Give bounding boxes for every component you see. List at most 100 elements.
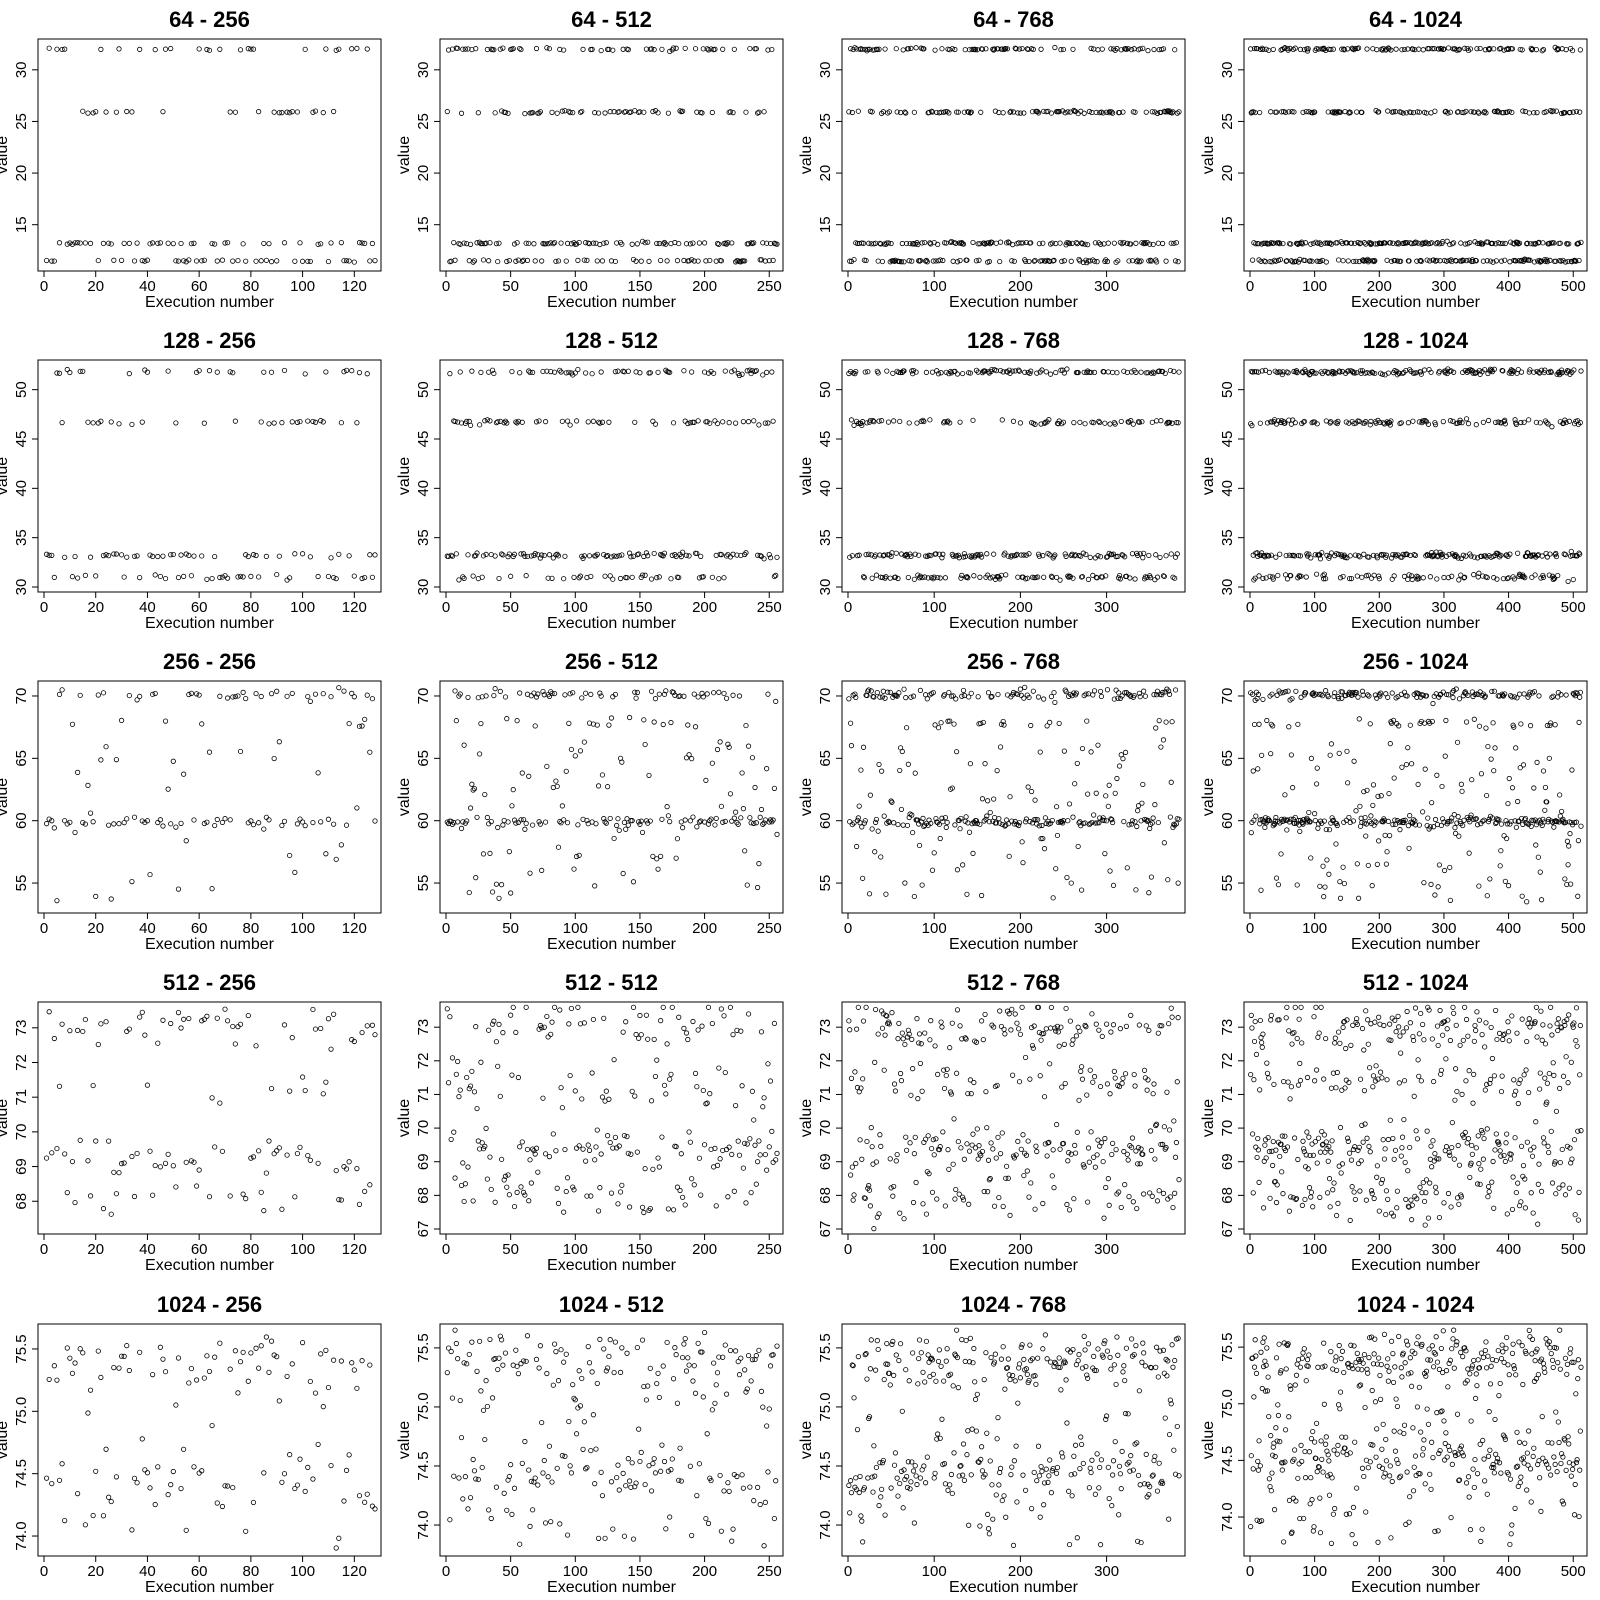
data-point [683, 552, 690, 558]
data-point [1516, 691, 1523, 697]
data-point [718, 258, 725, 264]
data-point [1518, 721, 1524, 727]
data-point [1131, 1071, 1137, 1078]
data-point [1297, 828, 1303, 835]
data-point [1270, 823, 1276, 829]
data-point [765, 420, 771, 426]
data-point [1172, 575, 1178, 581]
data-point [1050, 895, 1056, 901]
data-point [579, 108, 585, 115]
x-tick-label: 400 [1496, 599, 1521, 616]
data-point [482, 418, 488, 424]
y-tick-label: 30 [415, 61, 432, 78]
data-point [72, 829, 78, 836]
data-point [336, 1197, 342, 1203]
data-point [137, 46, 143, 52]
data-point [191, 240, 197, 246]
data-point [310, 418, 316, 425]
data-point [985, 798, 991, 804]
data-point [274, 571, 280, 578]
data-point [915, 572, 921, 578]
data-point [1173, 240, 1180, 246]
data-point [554, 551, 560, 557]
data-point [294, 109, 301, 115]
data-point [1083, 551, 1089, 558]
data-point [1172, 687, 1179, 693]
data-point [457, 691, 463, 697]
data-point [1515, 798, 1521, 805]
data-point [1248, 830, 1254, 836]
data-point [284, 109, 290, 115]
data-point [909, 812, 915, 818]
x-tick-label: 400 [1496, 920, 1521, 937]
x-tick-label: 80 [243, 1241, 260, 1258]
data-point [721, 690, 727, 697]
y-tick-label: 45 [817, 431, 834, 448]
data-point [928, 1018, 934, 1024]
data-point [723, 241, 730, 247]
data-point [661, 1082, 668, 1088]
data-point [448, 818, 454, 824]
data-point [256, 1148, 262, 1154]
data-point [1037, 749, 1043, 755]
data-point [1323, 259, 1329, 265]
data-point [1449, 241, 1455, 247]
data-point [1418, 371, 1424, 377]
data-point [1385, 694, 1391, 700]
data-point [1438, 822, 1444, 829]
data-point [859, 1156, 865, 1162]
data-point [685, 420, 691, 427]
data-point [572, 1088, 578, 1094]
data-point [1275, 572, 1281, 579]
y-tick-label: 30 [13, 61, 30, 78]
y-tick-label: 15 [13, 216, 30, 233]
data-point [621, 1132, 628, 1139]
data-point [1004, 1008, 1011, 1014]
data-point [1473, 816, 1479, 822]
data-point [905, 761, 911, 767]
data-point [474, 1105, 480, 1112]
data-points [846, 366, 1182, 583]
x-tick-label: 60 [191, 1241, 208, 1258]
data-point [700, 1087, 706, 1094]
data-point [848, 743, 855, 749]
data-point [1297, 46, 1304, 52]
data-point [917, 1060, 924, 1067]
data-point [577, 109, 584, 115]
data-point [617, 1189, 624, 1195]
data-point [1160, 1141, 1166, 1147]
data-point [1498, 258, 1505, 264]
data-point [1129, 551, 1136, 557]
data-point [518, 817, 524, 823]
data-point [1329, 815, 1335, 821]
data-point [1070, 46, 1076, 52]
data-point [952, 1196, 958, 1202]
data-point [1305, 46, 1311, 52]
data-point [1020, 240, 1026, 246]
data-point [1152, 577, 1158, 583]
data-point [680, 108, 686, 114]
data-point [299, 819, 306, 825]
data-point [473, 46, 479, 52]
data-point [134, 240, 140, 246]
y-tick-label: 35 [1219, 529, 1236, 546]
data-point [1340, 864, 1346, 870]
data-point [1100, 815, 1106, 821]
data-point [1038, 836, 1044, 842]
data-point [1560, 420, 1567, 426]
data-point [1313, 46, 1320, 52]
data-point [1065, 1158, 1071, 1164]
data-point [651, 1036, 657, 1043]
data-point [641, 1209, 647, 1216]
data-point [1505, 883, 1512, 889]
data-point [641, 553, 647, 560]
data-point [518, 1184, 524, 1190]
data-point [1116, 690, 1122, 696]
data-point [1370, 552, 1377, 558]
data-point [1328, 741, 1335, 747]
data-point [297, 1144, 303, 1150]
data-point [685, 722, 691, 728]
x-axis-label: Execution number [949, 936, 1079, 953]
data-point [709, 574, 715, 580]
